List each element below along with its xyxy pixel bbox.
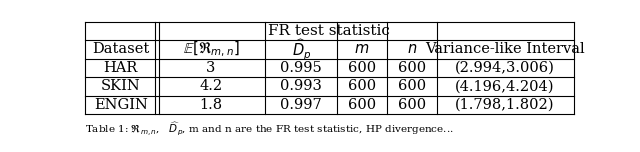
Text: $n$: $n$ [406,43,417,57]
Text: HAR: HAR [104,61,138,75]
Text: Table 1: $\mathfrak{R}_{m,n}$,   $\widehat{D}_p$, m and n are the FR test statis: Table 1: $\mathfrak{R}_{m,n}$, $\widehat… [85,121,454,138]
Text: Variance-like Interval: Variance-like Interval [425,43,585,57]
Text: Dataset: Dataset [92,43,149,57]
Text: 0.997: 0.997 [280,98,322,112]
Text: (4.196,4.204): (4.196,4.204) [455,79,555,93]
Text: FR test statistic: FR test statistic [268,24,390,38]
Text: (2.994,3.006): (2.994,3.006) [455,61,555,75]
Text: 600: 600 [397,79,426,93]
Text: 0.995: 0.995 [280,61,322,75]
Text: (1.798,1.802): (1.798,1.802) [455,98,555,112]
Text: 1.8: 1.8 [200,98,223,112]
Text: 600: 600 [397,98,426,112]
Text: 600: 600 [348,61,376,75]
Text: 3: 3 [206,61,216,75]
Text: 600: 600 [397,61,426,75]
Text: 600: 600 [348,98,376,112]
Text: 0.993: 0.993 [280,79,322,93]
Text: SKIN: SKIN [101,79,141,93]
Text: $\mathbb{E}[\mathfrak{R}_{m,n}]$: $\mathbb{E}[\mathfrak{R}_{m,n}]$ [182,40,239,59]
Text: 600: 600 [348,79,376,93]
Text: $m$: $m$ [355,43,369,57]
Text: $\widehat{D}_p$: $\widehat{D}_p$ [291,37,311,62]
Text: 4.2: 4.2 [200,79,223,93]
Text: ENGIN: ENGIN [94,98,148,112]
